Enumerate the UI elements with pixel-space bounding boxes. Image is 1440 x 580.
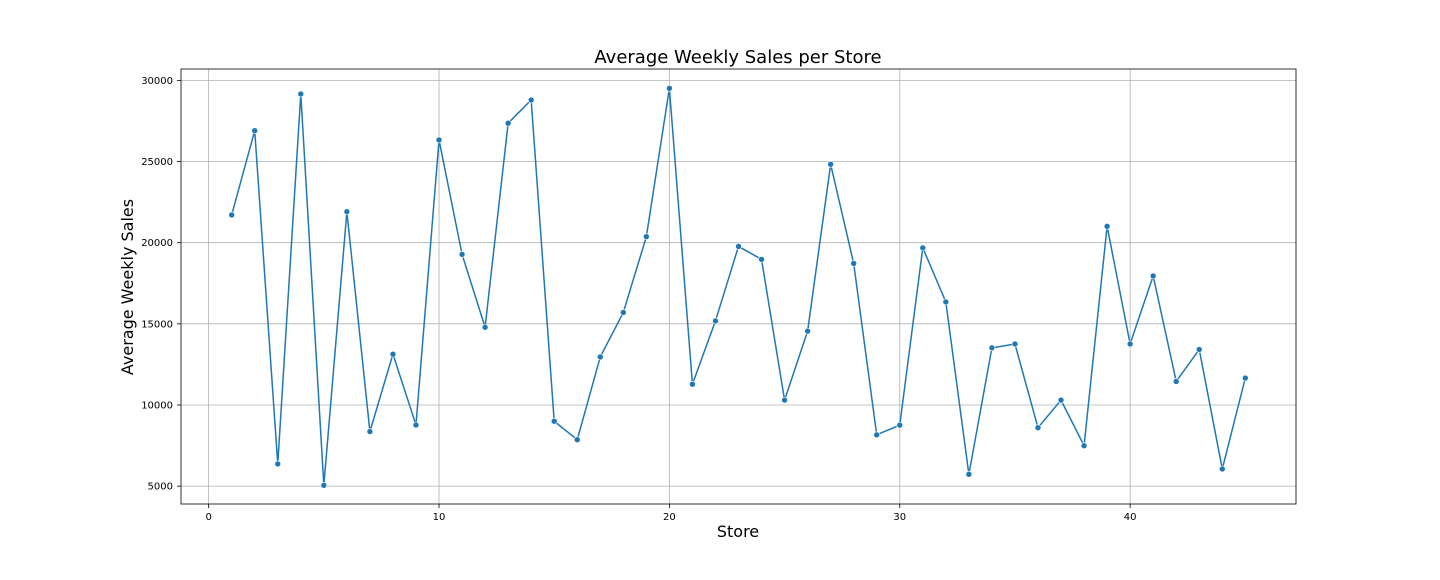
data-point [689,380,696,388]
data-point [1218,465,1226,473]
data-point [320,482,328,489]
data-point [1034,424,1042,432]
data-point [643,233,650,240]
data-point [1126,340,1134,348]
data-point [435,136,443,144]
data-point [1149,272,1157,280]
chart-title: Average Weekly Sales per Store [594,47,881,68]
data-point [919,244,927,252]
data-point [712,317,719,325]
data-point [527,96,535,104]
axes: 0 10 20 30 40 5000 10000 15000 20000 25000 30000 [141,68,1297,523]
data-point [504,119,512,127]
data-point [988,344,996,352]
y-tick-label: 25000 [141,157,173,168]
y-tick-label: 10000 [141,400,173,411]
data-point [389,350,397,358]
data-point [1080,442,1088,450]
data-point [873,431,881,439]
data-point [1103,222,1111,230]
data-point [343,208,351,215]
x-tick-label: 40 [1124,512,1137,523]
x-tick-label: 30 [893,512,906,523]
y-tick-label: 30000 [141,76,173,87]
plot-frame [180,68,1297,505]
y-axis-label: Average Weekly Sales [118,199,137,375]
data-point [251,127,259,134]
grid [181,69,1296,504]
data-point [481,323,489,331]
data-point [1057,396,1065,404]
data-point [850,260,857,267]
data-point [620,309,627,316]
y-tick-label: 20000 [141,238,173,249]
data-point [596,353,604,361]
data-point [1172,378,1180,385]
data-point [804,327,811,335]
data-point [1242,374,1249,382]
data-point [781,396,788,404]
data-point [1011,340,1019,348]
data-point [458,251,466,258]
data-point [758,256,765,263]
x-tick-label: 20 [663,512,676,523]
data-point [412,421,420,429]
data-point [965,470,973,478]
data-point [666,85,673,92]
data-point [274,460,282,468]
data-point [896,421,904,429]
series-line [230,88,1247,486]
data-point [942,298,950,306]
data-point [1195,346,1203,353]
x-tick-label: 0 [205,512,211,523]
data-point [297,90,305,98]
data-point [827,160,834,168]
x-tick-label: 10 [433,512,446,523]
data-point [366,428,374,435]
y-tick-label: 15000 [141,319,173,330]
data-point [573,436,581,444]
data-point [228,211,235,219]
x-axis-label: Store [717,522,759,541]
data-series [228,85,1249,489]
y-tick-label: 5000 [148,482,173,493]
data-point [735,243,742,250]
data-point [550,417,558,425]
